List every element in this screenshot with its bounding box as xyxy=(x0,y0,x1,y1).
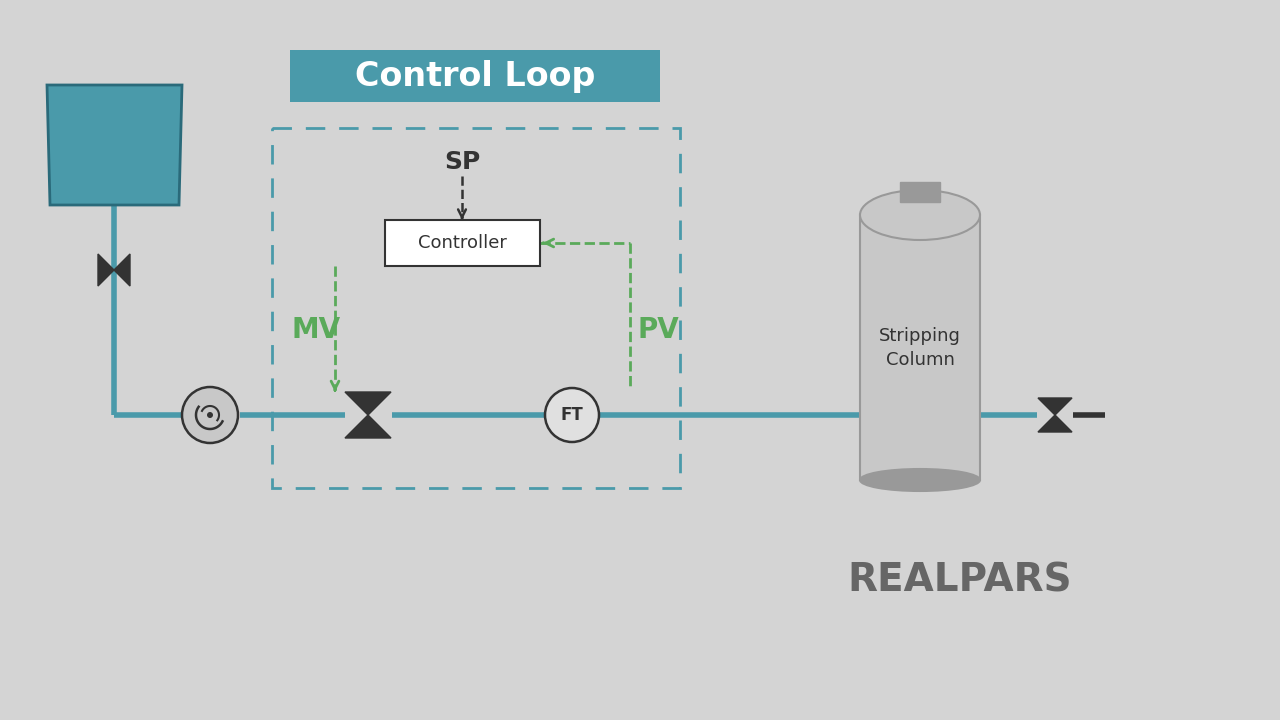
Text: Controller: Controller xyxy=(419,234,507,252)
FancyBboxPatch shape xyxy=(900,182,940,202)
FancyBboxPatch shape xyxy=(385,220,540,266)
Ellipse shape xyxy=(860,469,980,491)
Text: SP: SP xyxy=(444,150,480,174)
Text: PV: PV xyxy=(637,316,680,344)
Circle shape xyxy=(207,412,212,418)
Polygon shape xyxy=(99,254,114,286)
Polygon shape xyxy=(1038,415,1073,432)
Polygon shape xyxy=(346,415,390,438)
Polygon shape xyxy=(346,392,390,415)
Polygon shape xyxy=(114,254,131,286)
Ellipse shape xyxy=(860,190,980,240)
Text: Control Loop: Control Loop xyxy=(355,60,595,92)
Circle shape xyxy=(545,388,599,442)
Polygon shape xyxy=(47,85,182,205)
FancyBboxPatch shape xyxy=(860,215,980,480)
Text: REALPARS: REALPARS xyxy=(847,561,1073,599)
Polygon shape xyxy=(1038,398,1073,415)
FancyBboxPatch shape xyxy=(291,50,660,102)
Text: Column: Column xyxy=(886,351,955,369)
Text: FT: FT xyxy=(561,406,584,424)
Circle shape xyxy=(182,387,238,443)
Text: Stripping: Stripping xyxy=(879,326,961,344)
Text: MV: MV xyxy=(292,316,342,344)
